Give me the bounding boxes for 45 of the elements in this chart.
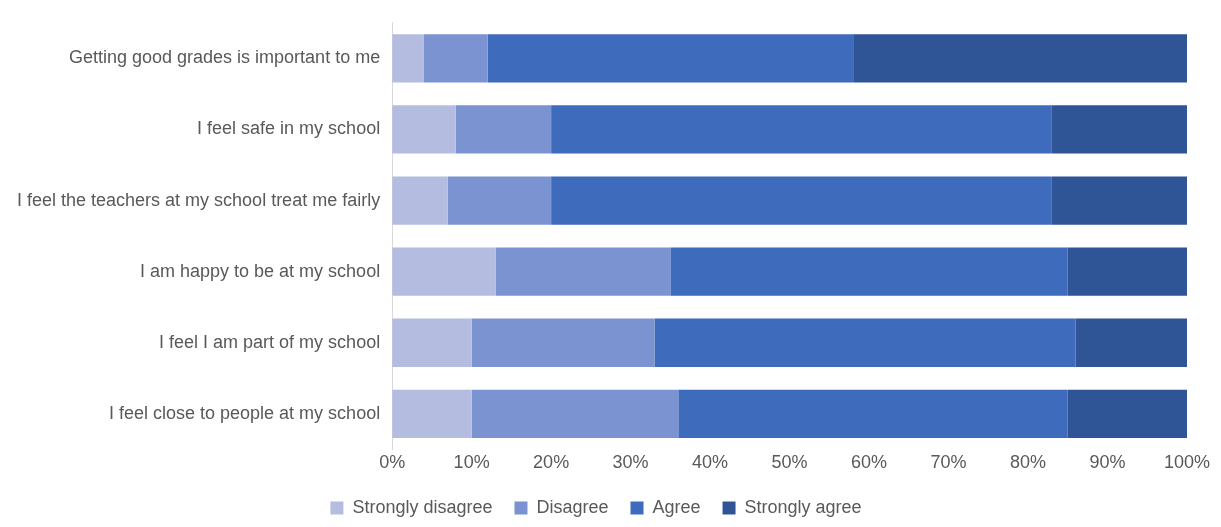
bar	[447, 176, 552, 225]
x-tick-label: 50%	[771, 452, 808, 473]
x-tick-label: 30%	[612, 452, 649, 473]
bar	[1067, 389, 1187, 439]
legend-label: Strongly disagree	[352, 496, 493, 517]
bar	[392, 389, 472, 439]
bar	[392, 247, 496, 296]
x-tick-label: 80%	[1010, 452, 1047, 473]
bar	[670, 247, 1068, 296]
x-tick-label: 0%	[379, 452, 406, 473]
y-tick-label: Getting good grades is important to me	[68, 47, 381, 68]
y-tick-label: I feel the teachers at my school treat me fairly	[17, 189, 381, 210]
bar	[1051, 105, 1187, 154]
x-tick-label: 40%	[692, 452, 729, 473]
bar	[853, 34, 1187, 83]
bar	[392, 34, 424, 83]
bar	[1075, 318, 1187, 367]
legend-label: Strongly agree	[744, 496, 862, 517]
y-tick-label: I feel I am part of my school	[159, 331, 381, 352]
bar	[471, 318, 655, 367]
bar	[392, 318, 472, 367]
y-tick-label: I feel safe in my school	[197, 118, 381, 139]
bar	[654, 318, 1076, 367]
bar	[1051, 176, 1187, 225]
bar	[551, 176, 1052, 225]
bar	[1067, 247, 1187, 296]
bar	[455, 105, 552, 154]
bar	[678, 389, 1068, 439]
y-tick-label: I feel close to people at my school	[109, 402, 381, 423]
y-tick-label: I am happy to be at my school	[140, 260, 381, 281]
x-tick-label: 10%	[453, 452, 490, 473]
bar	[551, 105, 1052, 154]
bar	[423, 34, 488, 83]
bar	[495, 247, 671, 296]
bar	[392, 105, 456, 154]
bar	[471, 389, 679, 439]
x-tick-label: 20%	[533, 452, 570, 473]
bar	[487, 34, 854, 83]
x-tick-label: 60%	[851, 452, 888, 473]
x-tick-label: 100%	[1163, 452, 1211, 473]
legend-label: Disagree	[536, 496, 609, 517]
x-tick-label: 70%	[930, 452, 967, 473]
bar	[392, 176, 448, 225]
x-tick-label: 90%	[1089, 452, 1126, 473]
legend-label: Agree	[652, 496, 701, 517]
